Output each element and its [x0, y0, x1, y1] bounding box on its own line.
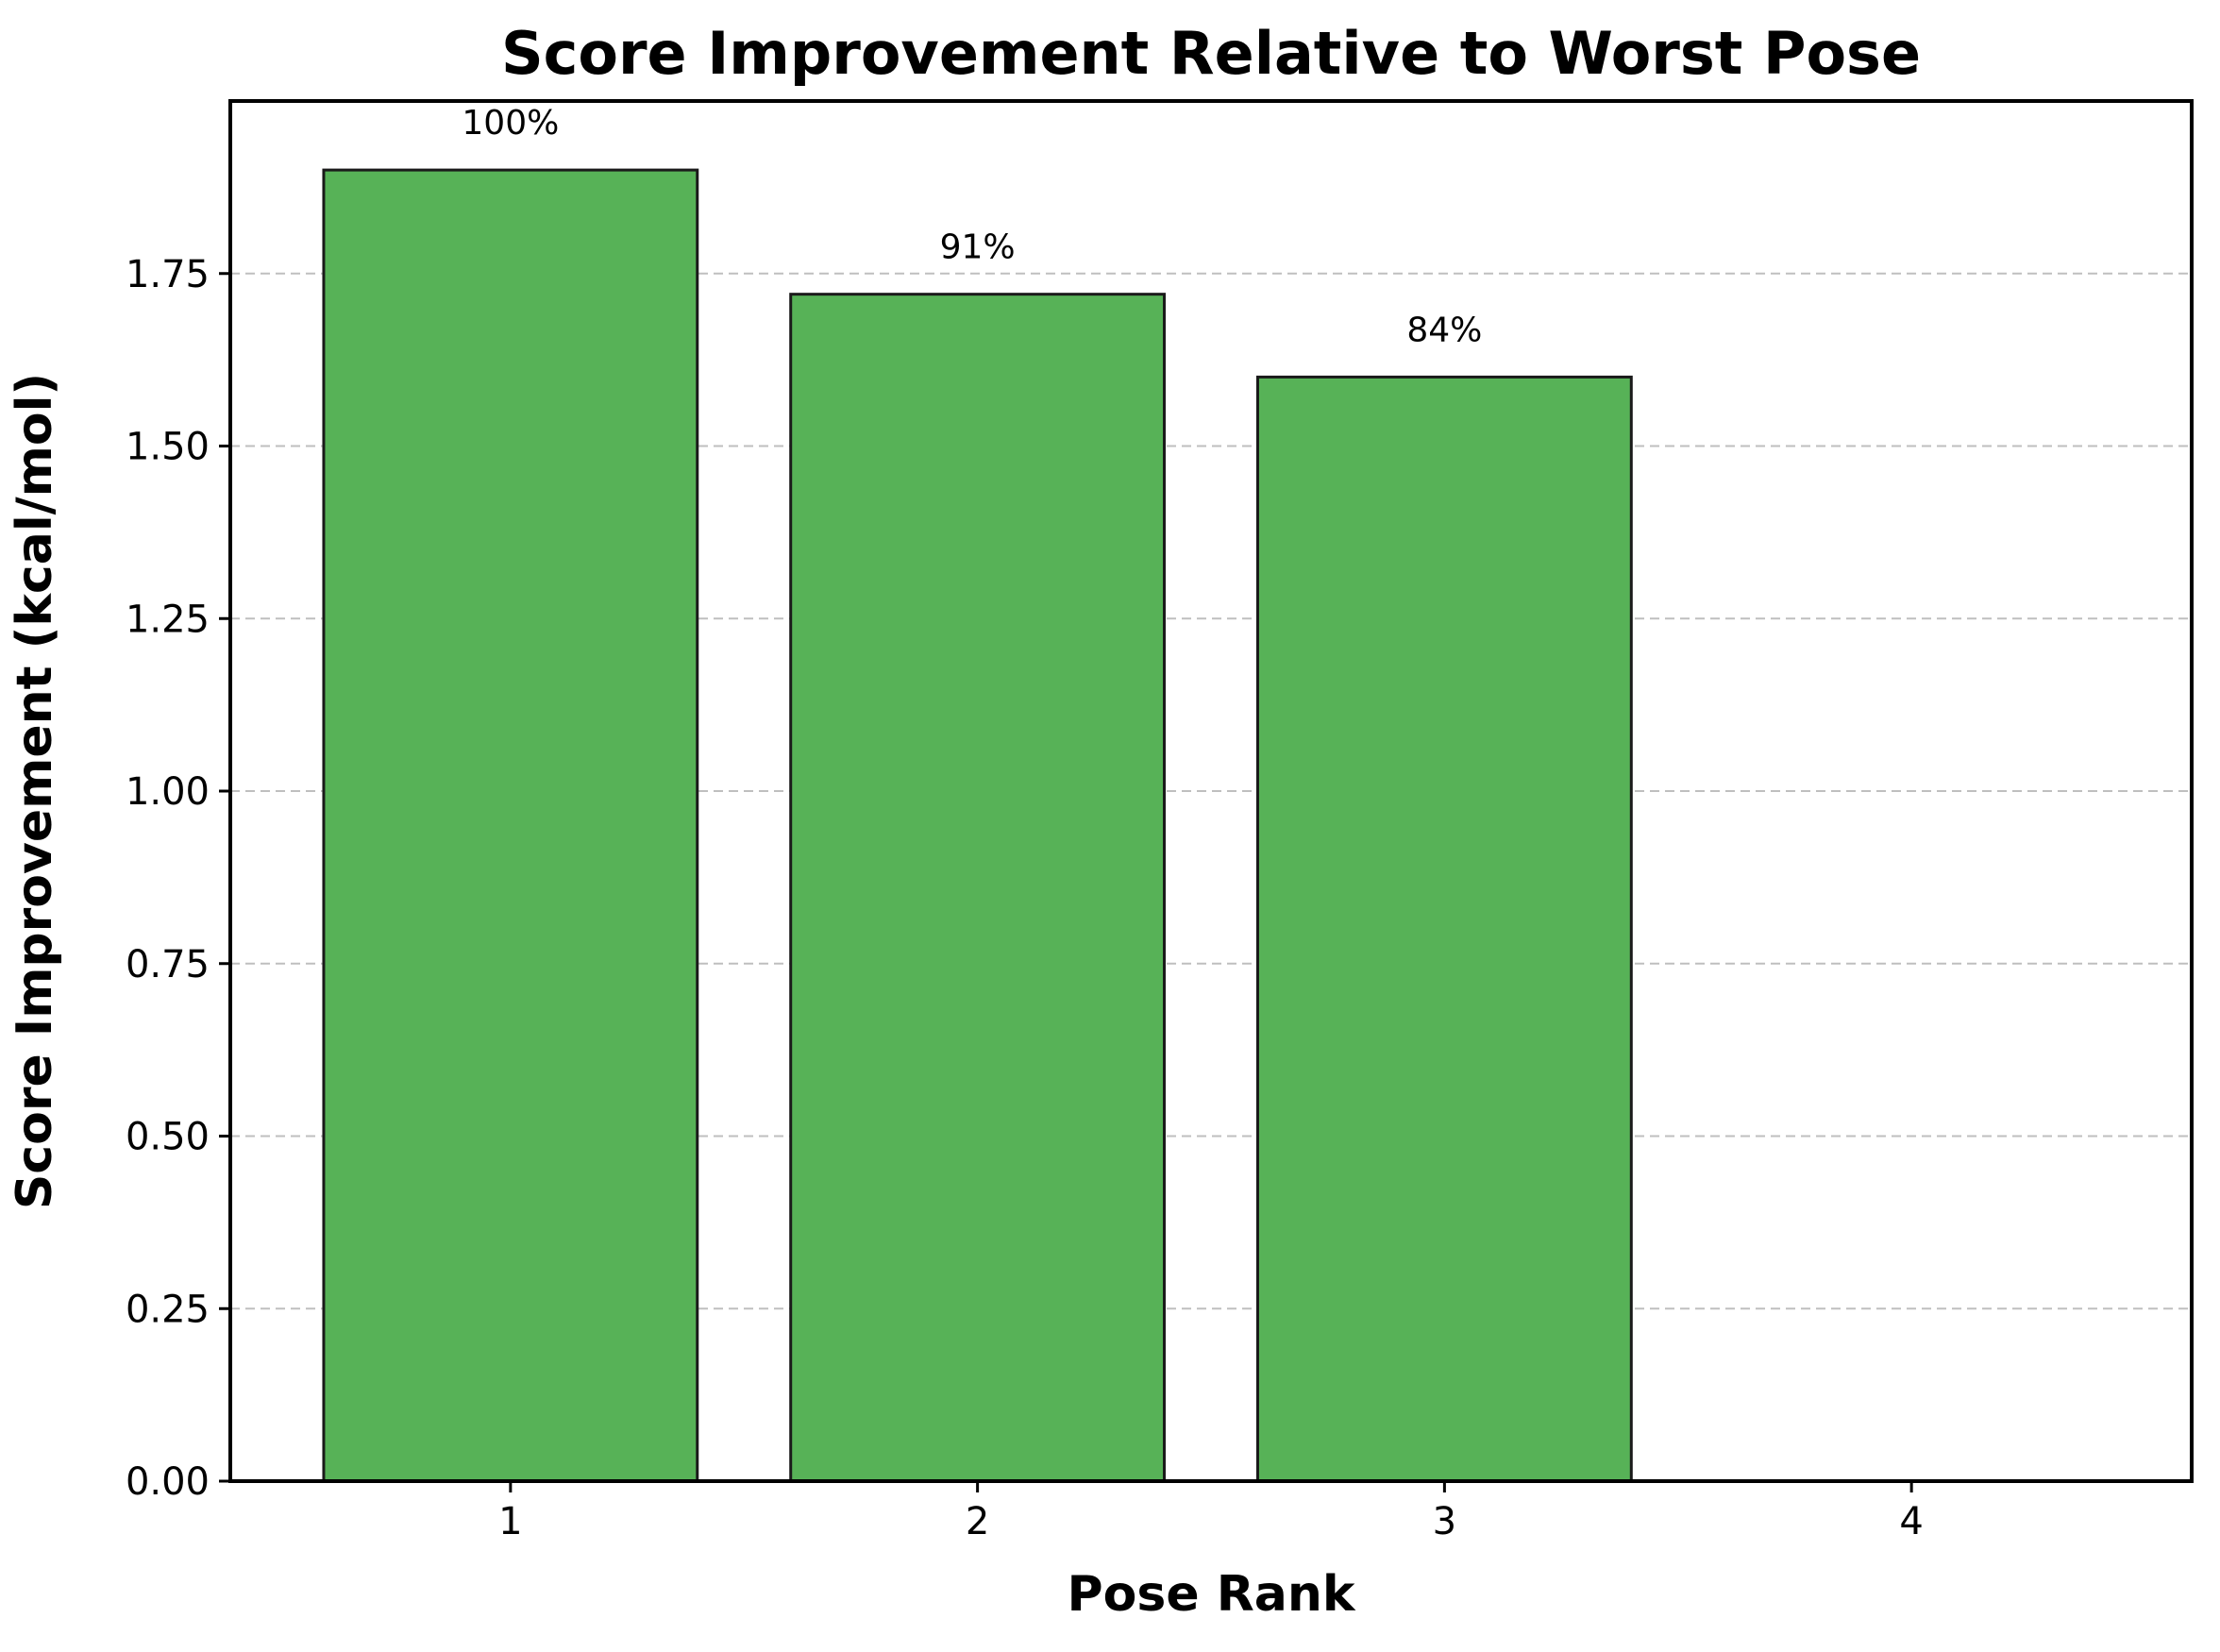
- y-tick-label: 0.50: [126, 1116, 210, 1159]
- grid-layer: [230, 272, 2192, 1310]
- bar-rank-2: [789, 293, 1167, 1483]
- x-tick-label: 1: [498, 1500, 522, 1543]
- data-label: 91%: [940, 228, 1016, 267]
- y-tick-label: 1.00: [126, 770, 210, 814]
- data-label: 84%: [1406, 311, 1482, 349]
- x-tick-label: 3: [1433, 1500, 1456, 1543]
- x-tick-label: 4: [1899, 1500, 1923, 1543]
- bar-layer: [322, 168, 1633, 1483]
- bar-rank-3: [1255, 375, 1633, 1483]
- y-axis-label: Score Improvement (kcal/mol): [7, 373, 63, 1209]
- y-tick-label: 1.75: [126, 253, 210, 296]
- y-tick-label: 0.25: [126, 1288, 210, 1331]
- tick-layer: 0.00 0.25 0.50 0.75 1.00 1.25 1.50 1.75 1 2 3 4: [126, 253, 1924, 1543]
- x-axis-label: Pose Rank: [1068, 1566, 1356, 1623]
- y-tick-label: 0.00: [126, 1460, 210, 1504]
- y-tick-label: 1.25: [126, 598, 210, 641]
- x-tick-label: 2: [966, 1500, 989, 1543]
- y-tick-label: 0.75: [126, 943, 210, 986]
- data-label-layer: 100% 91% 84%: [462, 104, 1482, 349]
- data-label: 100%: [462, 104, 559, 143]
- bar-rank-1: [322, 168, 699, 1483]
- chart-title: Score Improvement Relative to Worst Pose: [501, 19, 1921, 88]
- y-tick-label: 1.50: [126, 426, 210, 469]
